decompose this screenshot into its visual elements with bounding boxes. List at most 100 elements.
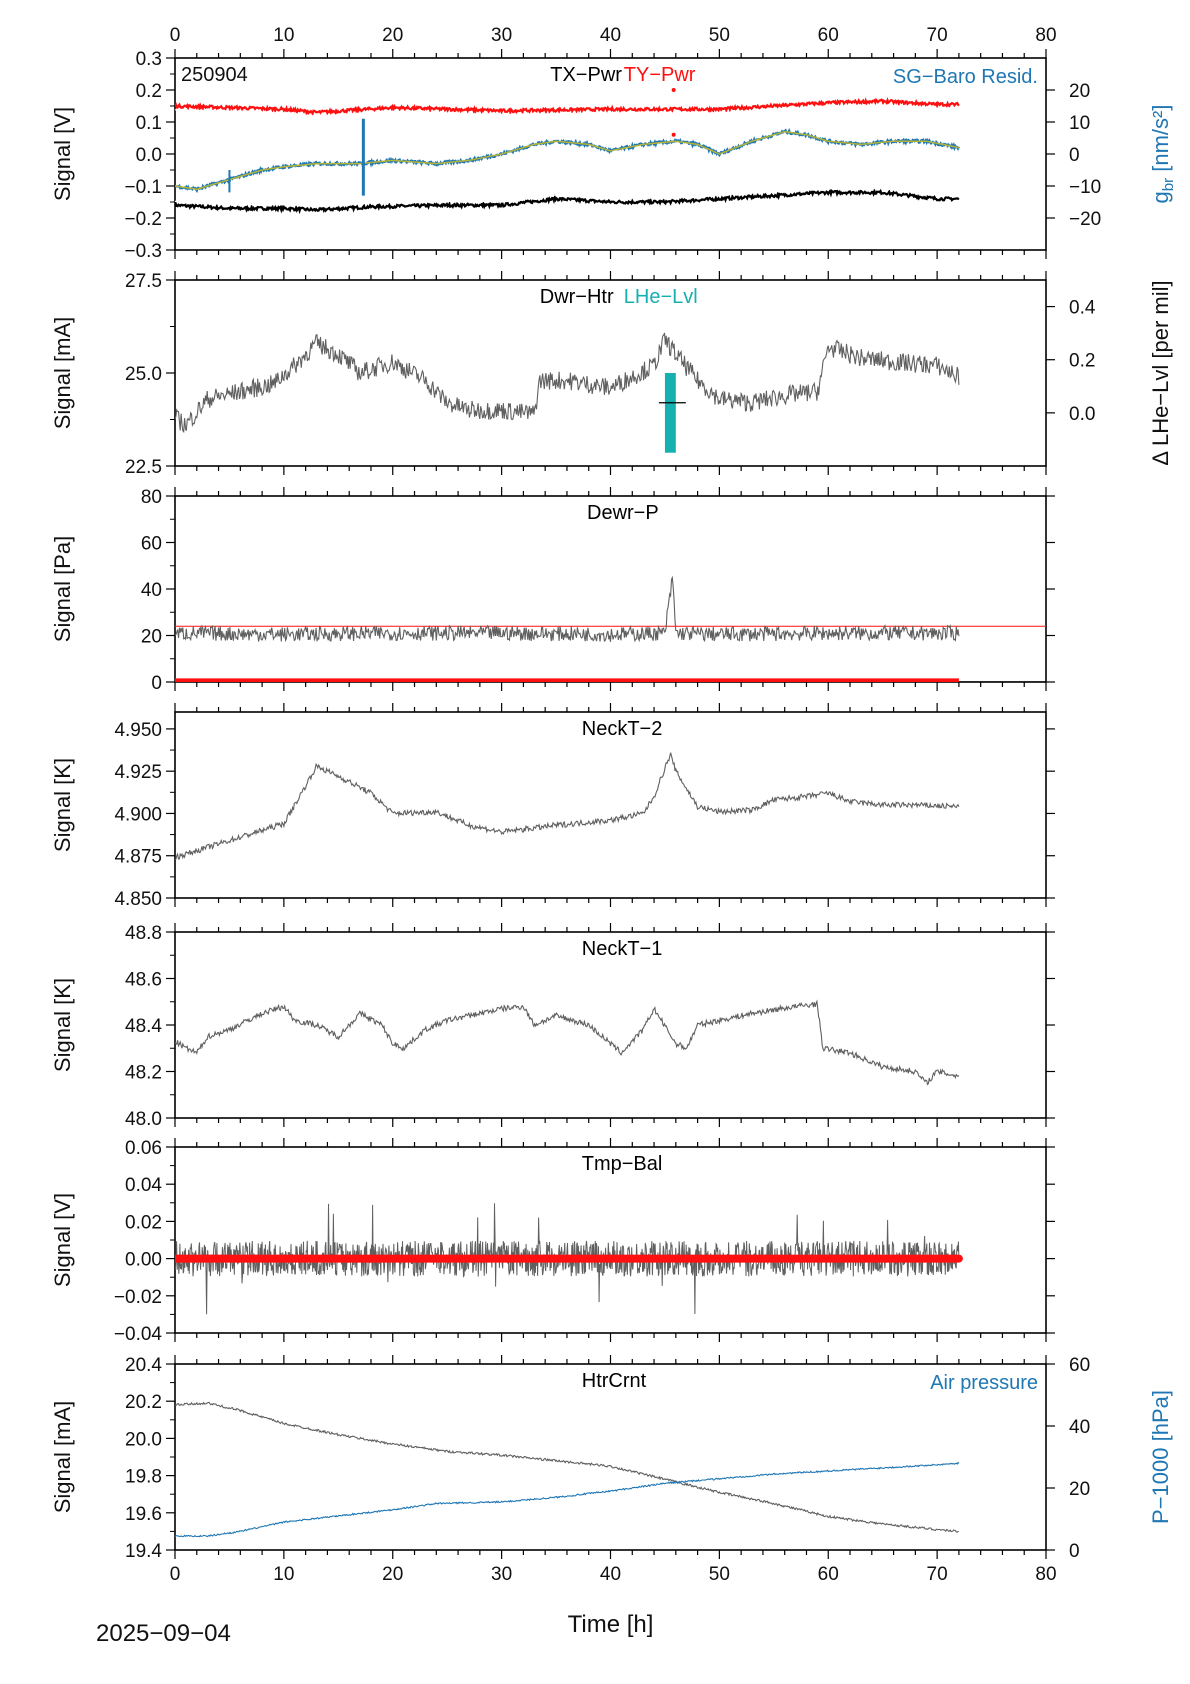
x-tick-label-top: 0 (170, 25, 181, 46)
panel-p6: −0.04 −0.02 0.00 0.02 0.04 0.06 Signal [V] Tmp−… (50, 1138, 1055, 1345)
panel-p3: 0 20 40 60 80 Signal [Pa] Dewr−P (50, 487, 1055, 694)
y-tick-label: 0.02 (125, 1212, 162, 1233)
panel-p5: 48.0 48.2 48.4 48.6 48.8 Signal [K] NeckT−1 (50, 923, 1055, 1130)
panel-title: TY−Pwr (624, 64, 696, 86)
y-tick-label: 40 (141, 580, 162, 601)
plot-area (175, 999, 960, 1086)
panel-tag: 250904 (181, 64, 248, 86)
y-tick-label: 22.5 (125, 457, 162, 478)
panel-title: TX−Pwr (550, 64, 622, 86)
y-tick-label: 19.4 (125, 1541, 162, 1562)
series-neckt-1 (175, 999, 960, 1086)
y-axis-label: Signal [K] (50, 978, 75, 1072)
y-tick-label: 0 (151, 673, 162, 694)
y-tick-label: 19.8 (125, 1467, 162, 1488)
y-tick-label: −0.02 (114, 1287, 162, 1308)
y-tick-label: 4.900 (114, 804, 162, 825)
y-tick-label: 19.6 (125, 1504, 162, 1525)
x-tick-label-top: 20 (382, 25, 403, 46)
x-tick-label-top: 40 (600, 25, 621, 46)
plot-area (175, 88, 960, 215)
y2-tick-label: 0.4 (1069, 298, 1096, 319)
y2-tick-label: 20 (1069, 1479, 1090, 1500)
y2-axis-label: P−1000 [hPa] (1148, 1390, 1173, 1524)
panel-p7: 19.4 19.6 19.8 20.0 20.2 20.4 0 20 40 60 P−1000 [h… (50, 1355, 1173, 1638)
plot-area (175, 332, 960, 453)
y-tick-label: 0.1 (136, 113, 162, 134)
y2-tick-label: 0 (1069, 145, 1080, 166)
panel-title: NeckT−2 (582, 718, 663, 740)
y-tick-label: 4.925 (114, 762, 162, 783)
series-tmp-bal (175, 1203, 960, 1315)
series-lhe-lvl (664, 373, 676, 453)
y-tick-label: −0.2 (124, 209, 162, 230)
x-axis-label: Time [h] (568, 1611, 654, 1638)
panel-p4: 4.850 4.875 4.900 4.925 4.950 Signal [K] NeckT… (50, 703, 1055, 910)
y-tick-label: 60 (141, 534, 162, 555)
x-tick-label: 0 (170, 1564, 181, 1585)
y-tick-label: 0.00 (125, 1250, 162, 1271)
y-tick-label: 20 (141, 627, 162, 648)
y-axis-label: Signal [mA] (50, 1401, 75, 1514)
y-tick-label: −0.3 (124, 241, 162, 262)
y-tick-label: 0.04 (125, 1175, 162, 1196)
panel-title: LHe−Lvl (624, 286, 698, 308)
y-tick-label: 48.4 (125, 1016, 162, 1037)
y-tick-label: −0.1 (124, 177, 162, 198)
y-tick-label: 20.4 (125, 1355, 162, 1376)
y-tick-label: 0.06 (125, 1138, 162, 1159)
plot-area (175, 1401, 960, 1538)
x-tick-label-top: 10 (273, 25, 294, 46)
x-tick-label-top: 50 (709, 25, 730, 46)
date-label: 2025−09−04 (96, 1620, 231, 1647)
plot-area (175, 575, 1046, 682)
y2-tick-label: −10 (1069, 177, 1101, 198)
series-sg-baro-resid- (175, 127, 960, 194)
x-tick-label-top: 70 (927, 25, 948, 46)
y-tick-label: 27.5 (125, 271, 162, 292)
panel-title: Tmp−Bal (582, 1153, 663, 1175)
y-tick-label: 48.0 (125, 1109, 162, 1130)
y-tick-label: 4.875 (114, 847, 162, 868)
y2-tick-label: 0 (1069, 1541, 1080, 1562)
y2-tick-label: −20 (1069, 209, 1101, 230)
y-axis-label: Signal [V] (50, 1193, 75, 1287)
x-tick-label-top: 80 (1035, 25, 1056, 46)
x-tick-label: 60 (818, 1564, 839, 1585)
series-tx-pwr (175, 187, 960, 215)
y-tick-label: −0.04 (114, 1324, 163, 1345)
panel-right-title: SG−Baro Resid. (893, 66, 1038, 88)
y-tick-label: 48.6 (125, 970, 162, 991)
x-tick-label: 70 (927, 1564, 948, 1585)
y2-axis-label: gbr [nm/s²] (1148, 105, 1177, 204)
y2-tick-label: 60 (1069, 1355, 1090, 1376)
y-tick-label: 80 (141, 487, 162, 508)
smooth-series-tx-pwr (175, 188, 959, 207)
y-tick-label: 4.950 (114, 720, 162, 741)
plot-area (175, 752, 960, 860)
x-tick-label: 30 (491, 1564, 512, 1585)
x-tick-label: 50 (709, 1564, 730, 1585)
x-tick-label: 80 (1035, 1564, 1056, 1585)
panel-title: Dwr−Htr (540, 286, 614, 308)
outlier-point (671, 132, 676, 137)
x-tick-label-top: 60 (818, 25, 839, 46)
panel-title: Dewr−P (587, 502, 659, 524)
panel-title: NeckT−1 (582, 938, 663, 960)
x-tick-label: 40 (600, 1564, 621, 1585)
panel-right-title: Air pressure (930, 1372, 1038, 1394)
y-axis-label: Signal [Pa] (50, 536, 75, 642)
series-dewr-p (175, 575, 960, 643)
panel-title: HtrCrnt (582, 1370, 647, 1392)
y-axis-label: Signal [K] (50, 758, 75, 852)
y2-axis-label: Δ LHe−Lvl [per mil] (1148, 280, 1173, 465)
series-htrcrnt (175, 1401, 959, 1533)
series-air-pressure (175, 1461, 960, 1538)
y-tick-label: 48.8 (125, 923, 162, 944)
series-ty-pwr (175, 96, 960, 117)
y2-tick-label: 0.2 (1069, 351, 1095, 372)
y2-tick-label: 0.0 (1069, 404, 1095, 425)
y-tick-label: 20.2 (125, 1392, 162, 1413)
outlier-point (671, 88, 676, 92)
